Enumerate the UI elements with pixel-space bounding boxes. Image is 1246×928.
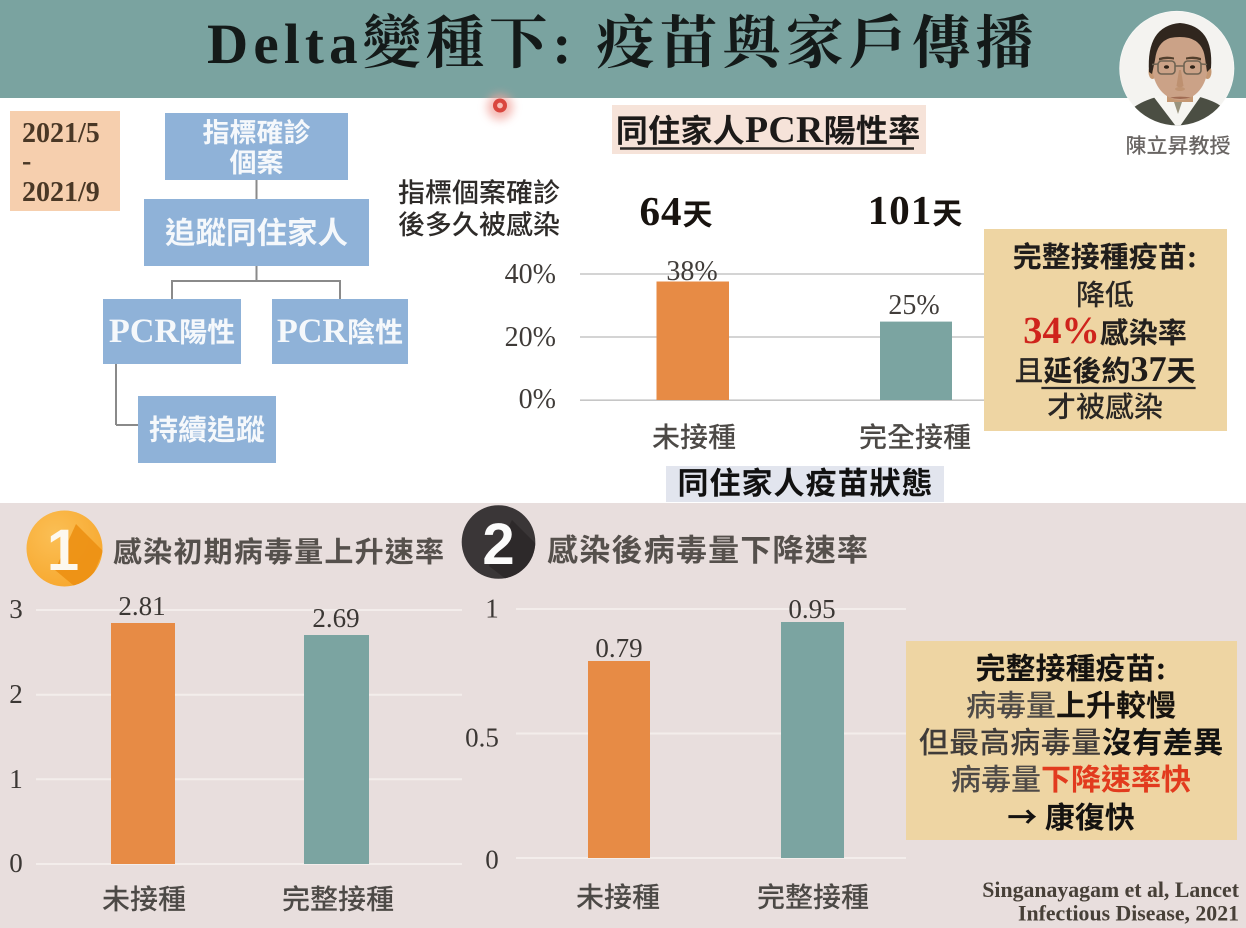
- svg-text:0%: 0%: [519, 384, 556, 415]
- svg-text:1: 1: [485, 594, 499, 624]
- svg-text:25%: 25%: [888, 290, 939, 321]
- svg-text:2021/9: 2021/9: [22, 177, 100, 208]
- svg-text:20%: 20%: [505, 322, 556, 353]
- svg-text:2.69: 2.69: [312, 603, 359, 633]
- svg-text:1: 1: [47, 518, 79, 583]
- svg-text:0.79: 0.79: [595, 633, 642, 663]
- svg-text:2.81: 2.81: [118, 591, 165, 621]
- svg-text:1: 1: [9, 764, 23, 794]
- svg-text:Singanayagam et al, Lancet: Singanayagam et al, Lancet: [982, 878, 1239, 902]
- svg-text:0: 0: [485, 845, 499, 875]
- svg-text:0.5: 0.5: [465, 723, 499, 753]
- svg-text:40%: 40%: [505, 259, 556, 290]
- svg-text:0: 0: [9, 848, 23, 878]
- svg-text:3: 3: [9, 594, 23, 624]
- svg-text:-: -: [22, 146, 31, 177]
- svg-text:2021/5: 2021/5: [22, 118, 100, 149]
- svg-text:38%: 38%: [666, 256, 717, 287]
- svg-text:2: 2: [9, 679, 23, 709]
- svg-text:0.95: 0.95: [788, 594, 835, 624]
- svg-text:2: 2: [482, 512, 514, 577]
- svg-text:Infectious Disease, 2021: Infectious Disease, 2021: [1018, 902, 1239, 926]
